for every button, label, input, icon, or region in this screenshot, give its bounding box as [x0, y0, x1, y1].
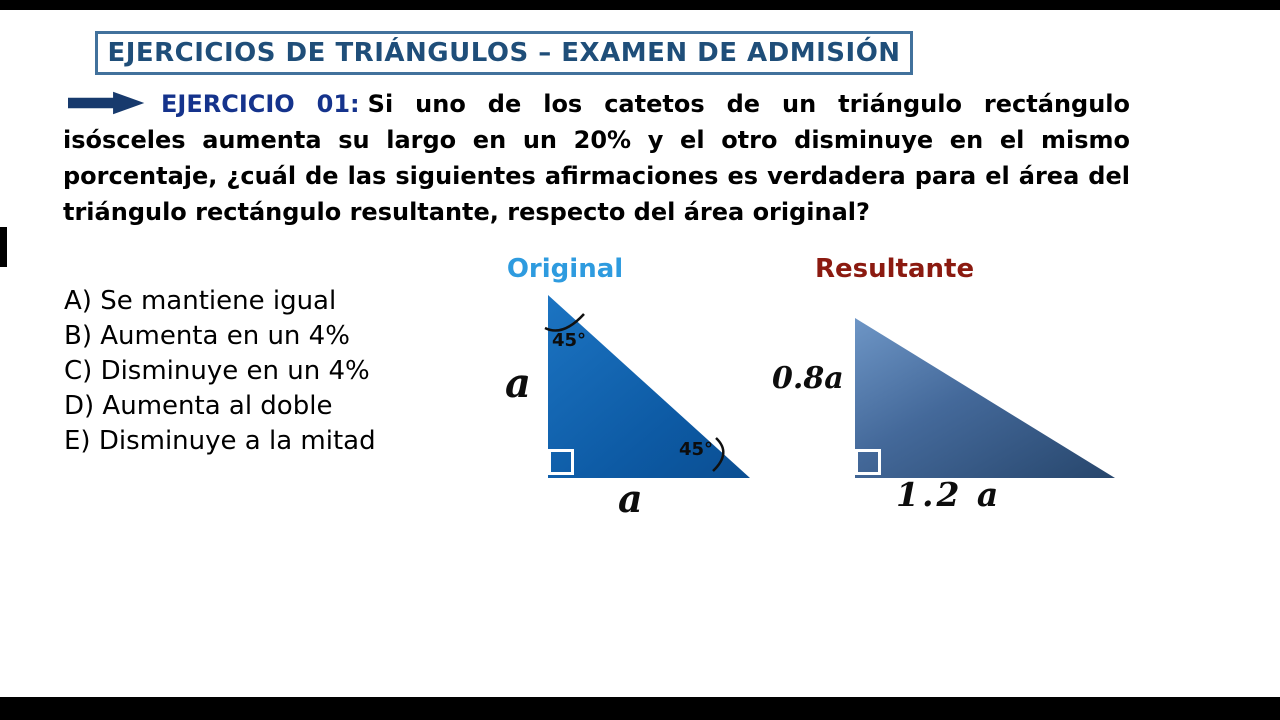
exercise-paragraph: EJERCICIO 01: Si uno de los catetos de un… — [63, 86, 1130, 230]
resultante-triangle-figure: 0.8a 1.2 a — [770, 306, 1150, 541]
letterbox-top — [0, 0, 1280, 10]
option-a: A) Se mantiene igual — [64, 286, 337, 316]
resultante-triangle — [855, 318, 1115, 478]
arrow-right-icon — [63, 90, 151, 116]
resultante-label: Resultante — [815, 254, 975, 284]
letterbox-bottom — [0, 697, 1280, 720]
side-08a-label: 0.8a — [772, 361, 844, 396]
right-angle-marker — [548, 449, 574, 475]
option-b: B) Aumenta en un 4% — [64, 321, 350, 351]
angle-arc-icon — [712, 437, 725, 472]
side-12a-label: 1.2 a — [896, 475, 1002, 514]
title-box: EJERCICIOS DE TRIÁNGULOS – EXAMEN DE ADM… — [95, 31, 913, 75]
option-d: D) Aumenta al doble — [64, 391, 333, 421]
side-a-left-label: a — [505, 360, 531, 407]
option-e: E) Disminuye a la mitad — [64, 426, 376, 456]
option-c: C) Disminuye en un 4% — [64, 356, 370, 386]
angle-arc-icon — [544, 313, 585, 332]
original-triangle-figure: 45° 45° a a — [505, 290, 805, 525]
page-title: EJERCICIOS DE TRIÁNGULOS – EXAMEN DE ADM… — [107, 38, 901, 68]
right-angle-marker — [855, 449, 881, 475]
angle-top-label: 45° — [552, 330, 587, 351]
angle-bottom-right-label: 45° — [679, 439, 714, 460]
exercise-text: Si uno de los catetos de un triángulo re… — [63, 90, 1131, 226]
answer-options: A) Se mantiene igual B) Aumenta en un 4%… — [64, 284, 376, 459]
exercise-number-label: EJERCICIO 01: — [161, 90, 360, 118]
left-edge-artifact — [0, 227, 7, 267]
original-label: Original — [506, 254, 624, 284]
side-a-bottom-label: a — [618, 476, 643, 521]
